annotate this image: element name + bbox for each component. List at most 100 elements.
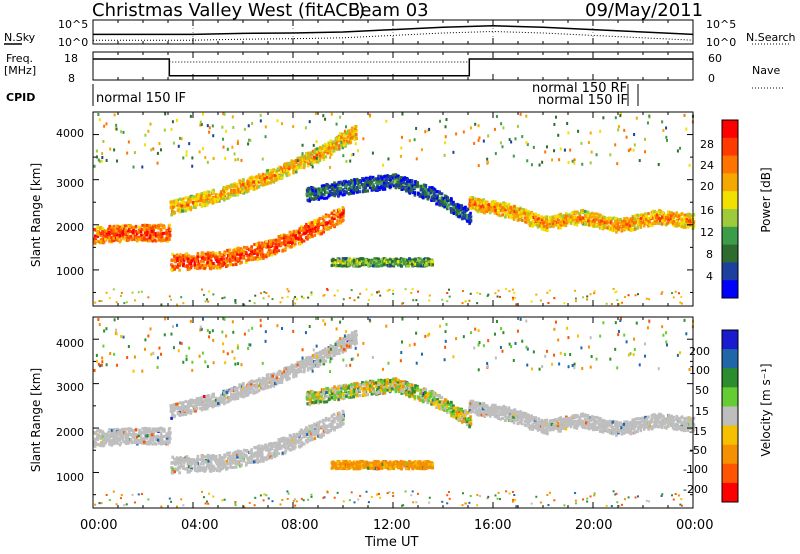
power-cell	[235, 185, 239, 189]
power-cell	[282, 242, 286, 246]
power-cell	[525, 114, 528, 118]
power-cell	[216, 198, 220, 202]
power-cell	[632, 148, 635, 152]
power-cell	[143, 224, 147, 228]
power-cell	[139, 230, 143, 234]
power-cell	[327, 214, 331, 218]
power-cell	[623, 128, 626, 132]
power-cell	[311, 192, 314, 196]
power-cell	[363, 183, 367, 187]
power-cell	[101, 241, 105, 245]
xtick-1: 04:00	[181, 518, 218, 533]
power-cell	[271, 179, 275, 183]
power-cell	[551, 158, 554, 162]
power-cell	[512, 154, 515, 158]
power-cell	[625, 216, 629, 220]
power-cell	[677, 214, 681, 218]
power-cell	[168, 295, 171, 298]
power-cell	[354, 130, 357, 134]
power-cell	[212, 156, 215, 160]
power-cell	[496, 295, 499, 298]
power-cell	[564, 214, 568, 218]
power-cell	[205, 298, 208, 301]
power-cell	[618, 302, 621, 305]
power-cell	[160, 224, 163, 228]
power-cell	[317, 192, 320, 196]
power-cell	[285, 172, 288, 176]
power-cell	[580, 221, 584, 225]
power-cell	[107, 230, 111, 234]
power-cell	[679, 146, 682, 150]
power-colorbar-label: Power [dB]	[759, 167, 773, 232]
power-cell	[276, 119, 279, 123]
power-cell	[129, 234, 133, 238]
power-cell	[126, 151, 129, 155]
power-cell	[675, 219, 678, 223]
velocity-cell	[108, 428, 112, 432]
freq-label: Freq.	[6, 52, 33, 65]
power-cell	[132, 225, 135, 229]
power-cell	[163, 128, 166, 132]
date-title: 09/May/2011	[585, 0, 703, 21]
power-cell	[157, 238, 161, 242]
power-cell	[104, 237, 107, 241]
velocity-cell	[107, 430, 110, 434]
power-cell	[185, 150, 188, 154]
power-cell	[487, 208, 491, 212]
power-cell	[129, 224, 132, 228]
power-cell	[280, 176, 283, 180]
power-cell	[223, 296, 226, 299]
power-cell	[209, 263, 212, 267]
power-cell	[321, 154, 325, 158]
power-cell	[392, 292, 395, 295]
power-cell	[517, 211, 521, 215]
power-cell	[614, 220, 617, 224]
power-cell	[548, 289, 551, 292]
power-cell	[116, 233, 119, 237]
power-cell	[240, 158, 243, 162]
power-cell	[330, 264, 334, 268]
power-cell	[335, 122, 338, 126]
power-cell	[173, 254, 176, 258]
power-cell	[256, 249, 259, 253]
power-cell	[208, 126, 211, 130]
power-cell	[683, 225, 686, 229]
power-cell	[683, 113, 686, 117]
power-cell	[587, 219, 590, 223]
power-cell	[301, 152, 304, 156]
power-cell	[126, 232, 130, 236]
power-cell	[413, 186, 416, 190]
power-cell	[232, 263, 235, 267]
power-cell	[334, 138, 337, 142]
power-cell	[311, 186, 315, 190]
power-cell	[408, 139, 411, 143]
power-cell	[208, 130, 211, 134]
power-cell	[464, 300, 467, 303]
power-cell	[255, 180, 258, 184]
power-cell	[100, 159, 103, 163]
power-cell	[233, 193, 237, 197]
power-cell	[212, 134, 215, 138]
power-cell	[279, 166, 283, 170]
power-cell	[216, 194, 220, 198]
power-cell	[95, 155, 98, 159]
power-cell	[102, 140, 105, 144]
power-cell	[441, 298, 444, 301]
power-cell	[494, 208, 497, 212]
power-cell	[269, 239, 272, 243]
power-cell	[337, 137, 341, 141]
power-cell	[149, 226, 153, 230]
power-cell	[541, 160, 544, 164]
power-cell	[342, 298, 345, 301]
power-cell	[196, 252, 200, 256]
power-cell	[494, 292, 497, 295]
power-cell	[582, 296, 585, 299]
power-cell	[347, 182, 350, 186]
power-cell	[267, 295, 270, 298]
power-cell	[145, 233, 149, 237]
power-cell	[512, 217, 516, 221]
power-cell	[388, 288, 391, 291]
power-cell	[222, 137, 225, 141]
power-cell	[359, 292, 362, 295]
power-cell	[389, 264, 392, 268]
